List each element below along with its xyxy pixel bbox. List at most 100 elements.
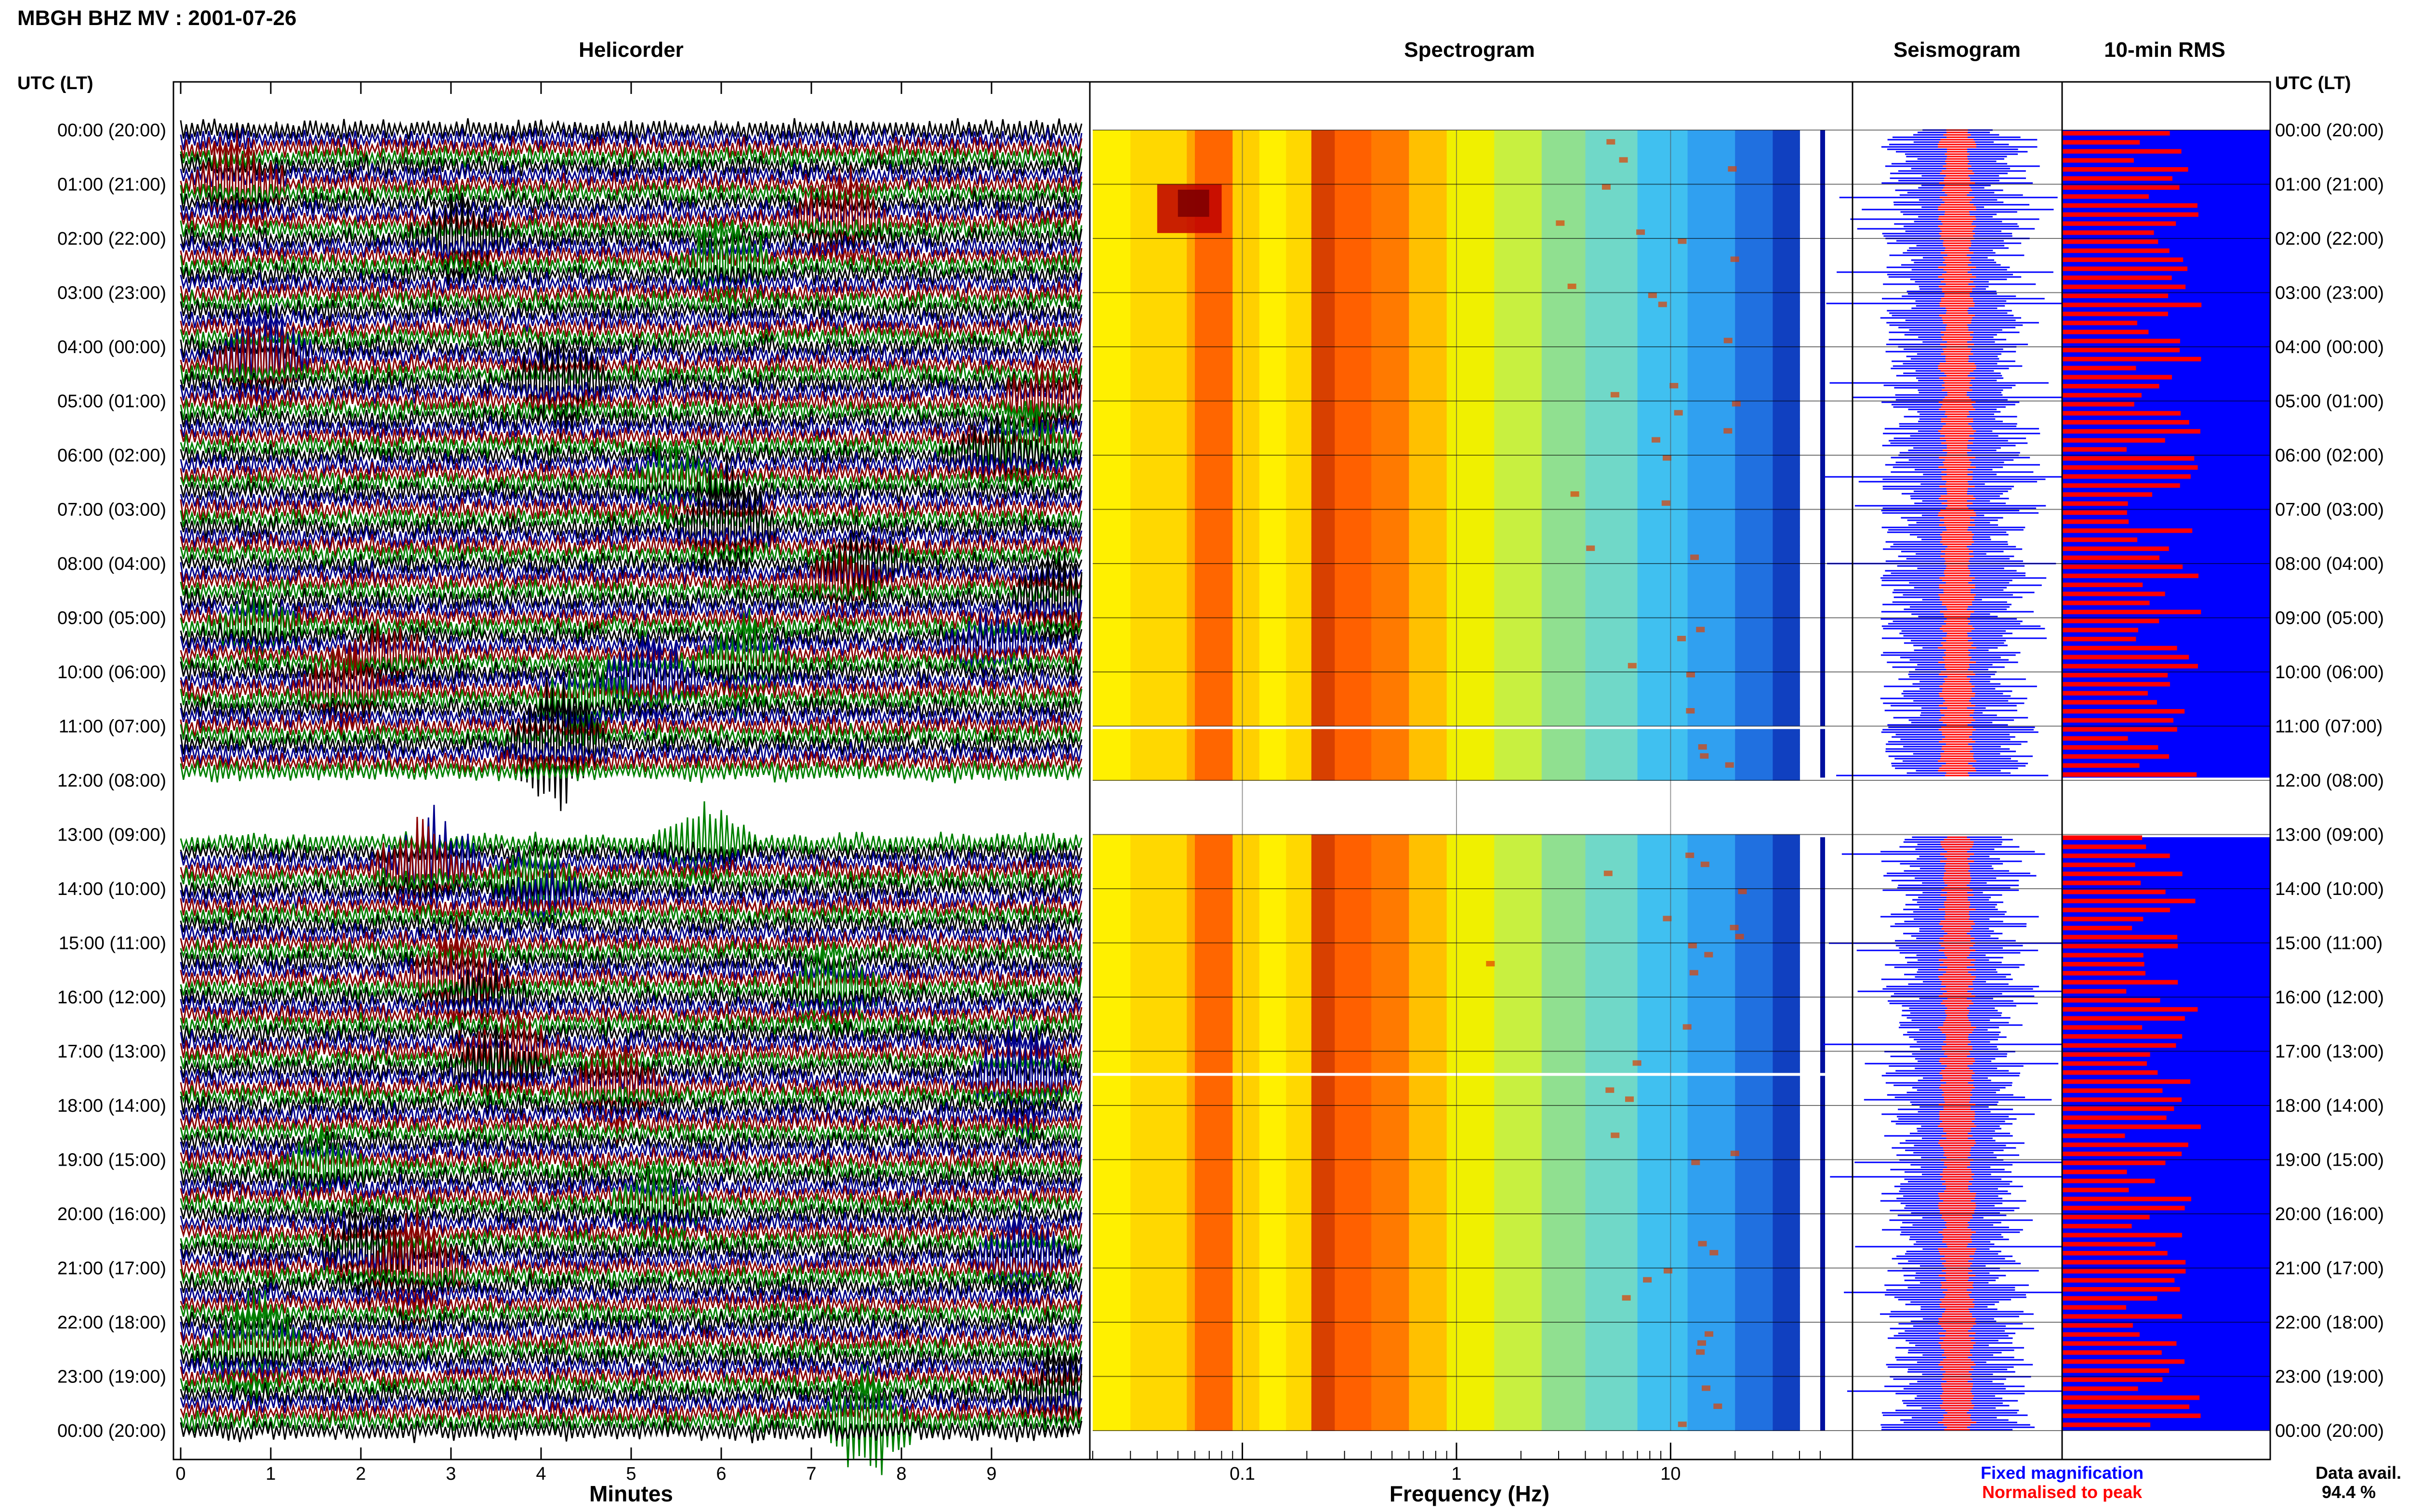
spectrogram-cell xyxy=(1335,1223,1372,1233)
helicorder-trace xyxy=(180,994,1083,1019)
spectrogram-cell xyxy=(1187,744,1195,754)
spectrogram-cell xyxy=(1541,870,1586,880)
spectrogram-cell xyxy=(1335,636,1372,645)
spectrogram-cell xyxy=(1585,600,1638,609)
spectrogram-cell xyxy=(1637,437,1688,447)
spectrogram-cell xyxy=(1187,843,1195,853)
spectrogram-cell xyxy=(1585,1232,1638,1241)
rms-normalised-bar xyxy=(2062,1323,2133,1328)
spectrogram-cell xyxy=(1259,527,1287,537)
spectrogram-cell xyxy=(1187,1033,1195,1043)
rms-panel xyxy=(2062,130,2270,1431)
spectrogram-cell xyxy=(1735,1295,1774,1305)
spectrogram-cell xyxy=(1637,554,1688,564)
spectrogram-cell xyxy=(1773,663,1800,672)
spectrogram-cell xyxy=(1093,925,1131,934)
spectrogram-cell xyxy=(1409,771,1447,781)
spectrogram-cell xyxy=(1187,1159,1195,1169)
spectrogram-cell xyxy=(1195,283,1233,293)
spectrogram-cell xyxy=(1773,753,1800,763)
spectrogram-cell xyxy=(1130,1412,1188,1422)
time-label-right: 19:00 (15:00) xyxy=(2275,1150,2384,1170)
spectrogram-cell xyxy=(1093,545,1131,555)
spectrogram-cell xyxy=(1773,166,1800,176)
spectrogram-cell xyxy=(1735,491,1774,501)
spectrogram-cell xyxy=(1259,916,1287,925)
spectrogram-cell xyxy=(1700,861,1709,868)
spectrogram-cell xyxy=(1541,897,1586,907)
spectrogram-cell xyxy=(1232,419,1260,429)
spectrogram-cell xyxy=(1637,247,1688,257)
spectrogram-cell xyxy=(1093,708,1131,718)
spectrogram-cell xyxy=(1311,275,1336,284)
spectrogram-cell xyxy=(1232,744,1260,754)
rms-normalised-bar xyxy=(2062,898,2196,904)
spectrogram-cell xyxy=(1286,166,1312,176)
spectrogram-cell xyxy=(1187,482,1195,492)
spectrogram-cell xyxy=(1585,1024,1638,1034)
spectrogram-cell xyxy=(1541,374,1586,383)
spectrogram-cell xyxy=(1286,1286,1312,1296)
helicorder-trace xyxy=(180,590,1083,668)
spectrogram-cell xyxy=(1371,690,1410,699)
spectrogram-cell xyxy=(1637,1078,1688,1088)
spectrogram-cell xyxy=(1259,988,1287,998)
spectrogram-cell xyxy=(1195,1349,1233,1359)
spectrogram-cell xyxy=(1232,1186,1260,1196)
spectrogram-cell xyxy=(1335,1259,1372,1269)
spectrogram-cell xyxy=(1687,1051,1736,1061)
spectrogram-cell xyxy=(1773,1114,1800,1124)
spectrogram-cell xyxy=(1195,311,1233,320)
spectrogram-cell xyxy=(1286,1358,1312,1368)
spectrogram-cell xyxy=(1259,1376,1287,1386)
spectrogram-cell xyxy=(1735,753,1774,763)
spectrogram-cell xyxy=(1773,970,1800,980)
spectrogram-cell xyxy=(1195,925,1233,934)
spectrogram-cell xyxy=(1195,970,1233,980)
spectrogram-cell xyxy=(1687,1268,1736,1277)
spectrogram-cell xyxy=(1494,1051,1542,1061)
spectrogram-cell xyxy=(1259,1277,1287,1287)
rms-normalised-bar xyxy=(2062,212,2198,217)
spectrogram-cell xyxy=(1446,1322,1495,1332)
spectrogram-cell xyxy=(1130,735,1188,745)
spectrogram-cell xyxy=(1195,139,1233,149)
spectrogram-cell xyxy=(1195,455,1233,465)
spectrogram-cell xyxy=(1687,1033,1736,1043)
spectrogram-cell xyxy=(1735,1313,1774,1323)
spectrogram-cell xyxy=(1585,1223,1638,1233)
spectrogram-cell xyxy=(1232,238,1260,248)
spectrogram-cell xyxy=(1541,861,1586,871)
spectrogram-cell xyxy=(1311,708,1336,718)
spectrogram-cell xyxy=(1687,554,1736,564)
rms-normalised-bar xyxy=(2062,1187,2129,1193)
rms-normalised-bar xyxy=(2062,501,2128,506)
spectrogram-cell xyxy=(1541,690,1586,699)
spectrogram-cell xyxy=(1687,1322,1736,1332)
spectrogram-cell xyxy=(1446,880,1495,889)
spectrogram-cell xyxy=(1286,1169,1312,1178)
rms-title: 10-min RMS xyxy=(2104,38,2225,62)
spectrogram-cell xyxy=(1637,970,1688,980)
spectrogram-cell xyxy=(1409,1042,1447,1052)
spectrogram-cell xyxy=(1541,428,1586,438)
spectrogram-cell xyxy=(1286,1178,1312,1187)
spectrogram-cell xyxy=(1371,1259,1410,1269)
spectrogram-cell xyxy=(1687,265,1736,275)
spectrogram-cell xyxy=(1446,1358,1495,1368)
spectrogram-cell xyxy=(1637,681,1688,691)
spectrogram-cell xyxy=(1585,419,1638,429)
spectrogram-cell xyxy=(1178,189,1209,217)
spectrogram-cell xyxy=(1335,889,1372,898)
spectrogram-cell xyxy=(1335,591,1372,600)
spectrogram-cell xyxy=(1637,1186,1688,1196)
spectrogram-cell xyxy=(1187,1358,1195,1368)
spectrogram-cell xyxy=(1735,952,1774,961)
time-label-right: 00:00 (20:00) xyxy=(2275,120,2384,141)
spectrogram-cell xyxy=(1664,1268,1672,1274)
spectrogram-cell xyxy=(1286,870,1312,880)
rms-normalised-bar xyxy=(2062,1251,2168,1256)
spectrogram-cell xyxy=(1371,275,1410,284)
spectrogram-cell xyxy=(1637,1223,1688,1233)
spectrogram-cell xyxy=(1541,1087,1586,1097)
